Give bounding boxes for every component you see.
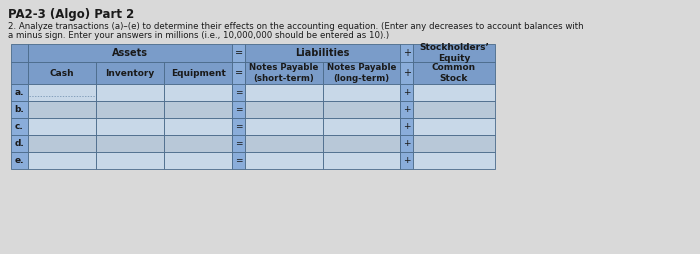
Text: +: + bbox=[402, 48, 411, 58]
Bar bbox=[97, 84, 164, 101]
Text: Liabilities: Liabilities bbox=[295, 48, 350, 58]
Text: Notes Payable
(short-term): Notes Payable (short-term) bbox=[249, 63, 318, 83]
Bar bbox=[400, 62, 414, 84]
Bar bbox=[11, 101, 28, 118]
Bar bbox=[11, 62, 28, 84]
Bar bbox=[28, 101, 97, 118]
Bar bbox=[232, 118, 246, 135]
Text: Stockholders’
Equity: Stockholders’ Equity bbox=[419, 43, 489, 63]
Bar bbox=[28, 118, 97, 135]
Bar bbox=[323, 62, 400, 84]
Bar bbox=[246, 135, 323, 152]
Bar bbox=[323, 152, 400, 169]
Bar bbox=[164, 62, 232, 84]
Bar bbox=[246, 84, 323, 101]
Text: Inventory: Inventory bbox=[106, 69, 155, 77]
Text: Notes Payable
(long-term): Notes Payable (long-term) bbox=[327, 63, 396, 83]
Bar bbox=[323, 101, 400, 118]
Bar bbox=[246, 152, 323, 169]
Bar bbox=[400, 44, 414, 62]
Bar bbox=[414, 101, 495, 118]
Text: +: + bbox=[403, 88, 410, 97]
Text: +: + bbox=[403, 139, 410, 148]
Bar bbox=[11, 84, 28, 101]
Text: =: = bbox=[235, 156, 242, 165]
Bar bbox=[246, 101, 323, 118]
Text: PA2-3 (Algo) Part 2: PA2-3 (Algo) Part 2 bbox=[8, 8, 134, 21]
Bar bbox=[11, 152, 28, 169]
Bar bbox=[97, 101, 164, 118]
Text: Assets: Assets bbox=[112, 48, 148, 58]
Bar bbox=[232, 44, 246, 62]
Text: a minus sign. Enter your answers in millions (i.e., 10,000,000 should be entered: a minus sign. Enter your answers in mill… bbox=[8, 31, 388, 40]
Bar bbox=[414, 152, 495, 169]
Text: Common
Stock: Common Stock bbox=[432, 63, 476, 83]
Bar bbox=[164, 135, 232, 152]
Bar bbox=[246, 44, 400, 62]
Text: +: + bbox=[402, 68, 411, 78]
Bar bbox=[246, 62, 323, 84]
Bar bbox=[414, 44, 495, 62]
Bar bbox=[28, 62, 97, 84]
Bar bbox=[28, 152, 97, 169]
Text: =: = bbox=[235, 105, 242, 114]
Bar bbox=[97, 152, 164, 169]
Bar bbox=[232, 62, 246, 84]
Bar bbox=[164, 101, 232, 118]
Text: d.: d. bbox=[14, 139, 24, 148]
Bar bbox=[400, 118, 414, 135]
Text: e.: e. bbox=[14, 156, 24, 165]
Bar bbox=[414, 118, 495, 135]
Bar bbox=[232, 101, 246, 118]
Bar bbox=[232, 84, 246, 101]
Bar bbox=[164, 118, 232, 135]
Bar bbox=[97, 135, 164, 152]
Bar bbox=[97, 62, 164, 84]
Bar bbox=[400, 135, 414, 152]
Bar bbox=[28, 44, 232, 62]
Bar bbox=[400, 152, 414, 169]
Bar bbox=[232, 135, 246, 152]
Bar bbox=[232, 152, 246, 169]
Bar bbox=[28, 84, 97, 101]
Bar bbox=[323, 135, 400, 152]
Text: +: + bbox=[403, 122, 410, 131]
Bar bbox=[164, 84, 232, 101]
Bar bbox=[246, 118, 323, 135]
Text: b.: b. bbox=[14, 105, 24, 114]
Bar bbox=[97, 118, 164, 135]
Text: 2. Analyze transactions (a)–(e) to determine their effects on the accounting equ: 2. Analyze transactions (a)–(e) to deter… bbox=[8, 22, 583, 31]
Bar bbox=[11, 118, 28, 135]
Text: =: = bbox=[235, 88, 242, 97]
Text: Cash: Cash bbox=[50, 69, 75, 77]
Text: =: = bbox=[235, 139, 242, 148]
Bar bbox=[414, 84, 495, 101]
Bar bbox=[323, 84, 400, 101]
Bar bbox=[400, 101, 414, 118]
Bar bbox=[11, 135, 28, 152]
Text: =: = bbox=[234, 68, 243, 78]
Bar bbox=[11, 44, 28, 62]
Text: +: + bbox=[403, 105, 410, 114]
Bar bbox=[323, 118, 400, 135]
Bar bbox=[414, 62, 495, 84]
Text: a.: a. bbox=[14, 88, 24, 97]
Bar bbox=[414, 135, 495, 152]
Text: +: + bbox=[403, 156, 410, 165]
Bar bbox=[400, 84, 414, 101]
Text: =: = bbox=[235, 122, 242, 131]
Text: c.: c. bbox=[14, 122, 23, 131]
Text: =: = bbox=[234, 48, 243, 58]
Text: Equipment: Equipment bbox=[171, 69, 225, 77]
Bar bbox=[164, 152, 232, 169]
Bar bbox=[28, 135, 97, 152]
